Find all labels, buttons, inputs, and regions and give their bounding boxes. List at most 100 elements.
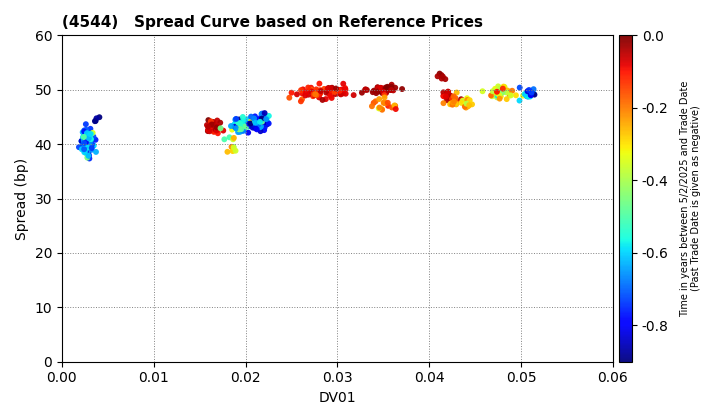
Point — [259, 115, 271, 122]
Point — [446, 97, 458, 104]
Point — [86, 137, 97, 144]
Point — [237, 114, 248, 121]
Point — [77, 142, 89, 148]
Point — [80, 129, 91, 135]
Point — [379, 94, 390, 101]
Point — [498, 88, 509, 95]
Point — [367, 89, 379, 95]
Point — [204, 125, 216, 132]
Point — [305, 87, 316, 93]
Point — [459, 103, 471, 110]
Point — [84, 146, 95, 152]
Point — [81, 134, 93, 141]
Point — [228, 144, 240, 151]
Point — [448, 93, 459, 100]
Point — [83, 151, 94, 158]
Point — [514, 97, 526, 104]
Point — [334, 87, 346, 94]
Point — [297, 86, 309, 93]
Point — [457, 98, 469, 105]
Point — [249, 123, 261, 130]
Point — [386, 83, 397, 90]
Point — [490, 85, 501, 92]
Point — [254, 118, 266, 125]
Point — [325, 87, 336, 94]
Point — [440, 76, 451, 82]
Point — [253, 118, 265, 125]
Point — [379, 86, 391, 92]
Point — [88, 133, 99, 140]
Point — [374, 84, 386, 91]
Point — [385, 87, 397, 93]
Point — [374, 86, 385, 92]
Point — [444, 93, 455, 100]
Point — [85, 133, 96, 139]
Point — [84, 133, 95, 140]
Point — [84, 131, 96, 137]
Point — [238, 126, 249, 133]
Point — [377, 89, 388, 96]
Point — [85, 139, 96, 146]
Point — [522, 93, 534, 100]
Point — [356, 89, 368, 96]
Point — [263, 120, 274, 127]
Point — [81, 142, 92, 148]
Point — [240, 123, 251, 129]
Point — [505, 92, 516, 99]
Point — [82, 136, 94, 143]
Point — [492, 92, 503, 99]
Y-axis label: Time in years between 5/2/2025 and Trade Date
(Past Trade Date is given as negat: Time in years between 5/2/2025 and Trade… — [680, 80, 701, 317]
Point — [386, 81, 397, 88]
Point — [492, 83, 504, 90]
Point — [230, 121, 242, 128]
Point — [83, 138, 94, 144]
Point — [332, 87, 343, 93]
Point — [81, 130, 93, 136]
Point — [322, 86, 333, 92]
Point — [238, 128, 249, 134]
Point — [83, 143, 94, 150]
Point — [323, 89, 335, 96]
Point — [487, 93, 498, 100]
Point — [305, 84, 317, 91]
Point — [438, 89, 449, 96]
Point — [390, 102, 401, 109]
Point — [256, 110, 267, 117]
Point — [326, 94, 338, 101]
Point — [236, 127, 248, 134]
Point — [235, 121, 247, 127]
Point — [461, 100, 472, 107]
Point — [80, 140, 91, 147]
Point — [492, 92, 504, 98]
Point — [339, 84, 351, 91]
Point — [464, 97, 475, 104]
Point — [258, 121, 269, 128]
Point — [382, 84, 394, 91]
Point — [232, 119, 243, 126]
Point — [526, 89, 537, 96]
X-axis label: DV01: DV01 — [318, 391, 356, 405]
Point — [90, 118, 102, 124]
Point — [85, 137, 96, 144]
Point — [78, 134, 89, 141]
Point — [222, 148, 233, 155]
Point — [241, 116, 253, 123]
Point — [206, 121, 217, 127]
Point — [376, 86, 387, 92]
Point — [80, 135, 91, 142]
Point — [374, 104, 385, 111]
Point — [510, 92, 522, 99]
Point — [340, 90, 351, 97]
Point — [203, 123, 215, 129]
Point — [378, 100, 390, 106]
Point — [324, 92, 336, 99]
Point — [315, 87, 326, 94]
Point — [230, 125, 242, 131]
Point — [462, 95, 473, 102]
Point — [335, 90, 346, 97]
Point — [447, 99, 459, 106]
Point — [302, 91, 314, 98]
Point — [443, 94, 454, 101]
Point — [372, 88, 384, 95]
Point — [519, 91, 531, 97]
